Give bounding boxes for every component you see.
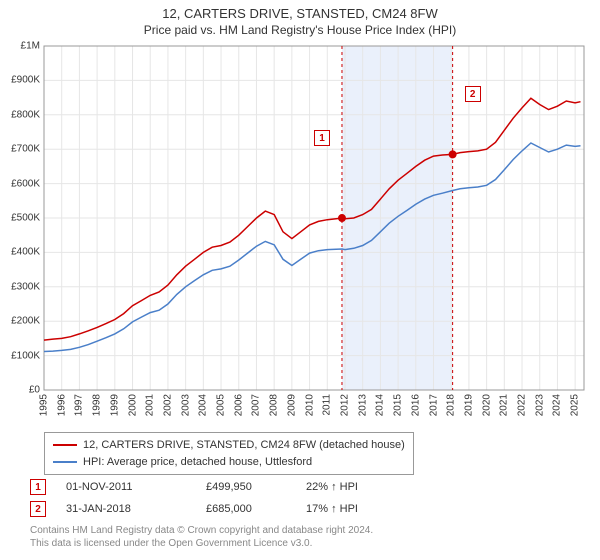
x-tick-label: 2004 xyxy=(198,394,209,416)
x-tick-label: 2013 xyxy=(357,394,368,416)
x-tick-label: 2017 xyxy=(428,394,439,416)
transaction-price: £499,950 xyxy=(206,481,306,493)
x-tick-label: 2018 xyxy=(446,394,457,416)
x-tick-label: 2006 xyxy=(233,394,244,416)
chart-container: 12, CARTERS DRIVE, STANSTED, CM24 8FW Pr… xyxy=(0,0,600,560)
transaction-date: 01-NOV-2011 xyxy=(66,481,206,493)
x-tick-label: 2024 xyxy=(552,394,563,416)
legend-label: HPI: Average price, detached house, Uttl… xyxy=(83,454,312,471)
transaction-pct: 22% ↑ HPI xyxy=(306,481,426,493)
x-tick-label: 2011 xyxy=(322,394,333,416)
x-tick-label: 2020 xyxy=(481,394,492,416)
x-tick-label: 2016 xyxy=(410,394,421,416)
y-tick-label: £300K xyxy=(11,281,40,292)
x-tick-label: 2025 xyxy=(570,394,581,416)
plot-area: 12 xyxy=(44,46,584,390)
transaction-row: 1 01-NOV-2011£499,95022% ↑ HPI xyxy=(30,476,426,498)
y-tick-label: £600K xyxy=(11,178,40,189)
y-tick-label: £900K xyxy=(11,75,40,86)
y-tick-label: £200K xyxy=(11,316,40,327)
y-tick-label: £1M xyxy=(21,41,40,52)
legend-box: 12, CARTERS DRIVE, STANSTED, CM24 8FW (d… xyxy=(44,432,414,475)
x-tick-label: 2007 xyxy=(251,394,262,416)
x-tick-label: 2022 xyxy=(517,394,528,416)
transaction-marker-box: 1 xyxy=(30,479,46,495)
transaction-marker-box: 2 xyxy=(30,501,46,517)
marker-callout-2: 2 xyxy=(465,86,481,102)
x-tick-label: 1995 xyxy=(39,394,50,416)
y-tick-label: £100K xyxy=(11,350,40,361)
y-tick-label: £400K xyxy=(11,247,40,258)
marker-point-2 xyxy=(449,150,457,158)
x-tick-label: 2023 xyxy=(534,394,545,416)
footer-attribution: Contains HM Land Registry data © Crown c… xyxy=(30,524,373,550)
x-tick-label: 2021 xyxy=(499,394,510,416)
transaction-pct: 17% ↑ HPI xyxy=(306,503,426,515)
x-tick-label: 1999 xyxy=(109,394,120,416)
x-tick-label: 2000 xyxy=(127,394,138,416)
legend-swatch xyxy=(53,444,77,446)
transaction-date: 31-JAN-2018 xyxy=(66,503,206,515)
x-tick-label: 2015 xyxy=(393,394,404,416)
chart-subtitle: Price paid vs. HM Land Registry's House … xyxy=(0,23,600,41)
x-tick-label: 2001 xyxy=(145,394,156,416)
legend-label: 12, CARTERS DRIVE, STANSTED, CM24 8FW (d… xyxy=(83,437,405,454)
y-tick-label: £500K xyxy=(11,213,40,224)
x-tick-label: 2012 xyxy=(339,394,350,416)
chart-svg xyxy=(44,46,584,390)
legend-entry-property: 12, CARTERS DRIVE, STANSTED, CM24 8FW (d… xyxy=(53,437,405,454)
x-tick-label: 2014 xyxy=(375,394,386,416)
x-tick-label: 2019 xyxy=(463,394,474,416)
transaction-price: £685,000 xyxy=(206,503,306,515)
y-tick-label: £800K xyxy=(11,109,40,120)
chart-title: 12, CARTERS DRIVE, STANSTED, CM24 8FW xyxy=(0,0,600,23)
transaction-row: 2 31-JAN-2018£685,00017% ↑ HPI xyxy=(30,498,426,520)
footer-line-1: Contains HM Land Registry data © Crown c… xyxy=(30,524,373,537)
x-tick-label: 2008 xyxy=(269,394,280,416)
x-tick-label: 2010 xyxy=(304,394,315,416)
x-tick-label: 1997 xyxy=(74,394,85,416)
x-tick-label: 2002 xyxy=(162,394,173,416)
footer-line-2: This data is licensed under the Open Gov… xyxy=(30,537,373,550)
y-axis-labels: £0£100K£200K£300K£400K£500K£600K£700K£80… xyxy=(0,46,42,390)
x-tick-label: 1996 xyxy=(56,394,67,416)
marker-point-1 xyxy=(338,214,346,222)
x-tick-label: 2005 xyxy=(216,394,227,416)
y-tick-label: £700K xyxy=(11,144,40,155)
legend-swatch xyxy=(53,461,77,463)
x-tick-label: 2003 xyxy=(180,394,191,416)
transactions-table: 1 01-NOV-2011£499,95022% ↑ HPI 2 31-JAN-201… xyxy=(30,476,426,520)
legend-entry-hpi: HPI: Average price, detached house, Uttl… xyxy=(53,454,405,471)
x-tick-label: 1998 xyxy=(92,394,103,416)
marker-callout-1: 1 xyxy=(314,130,330,146)
x-tick-label: 2009 xyxy=(286,394,297,416)
